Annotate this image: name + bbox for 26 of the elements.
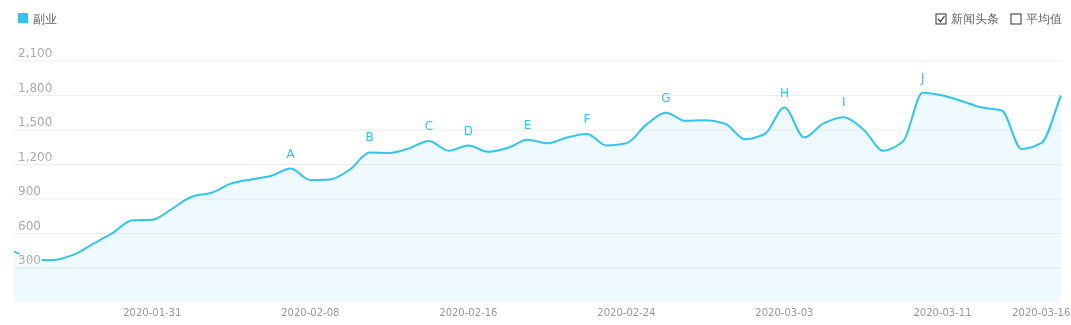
x-tick-label: 2020-02-24 [597, 307, 656, 318]
annotation: D [463, 123, 473, 138]
annotation: G [661, 90, 671, 105]
x-tick-label: 2020-02-16 [439, 307, 498, 318]
annotation: I [841, 95, 846, 110]
x-tick-label: 2020-02-08 [281, 307, 340, 318]
x-tick-label: 2020-01-31 [123, 307, 182, 318]
x-tick-label: 2020-03-03 [755, 307, 814, 318]
y-tick-label: 900 [18, 184, 41, 198]
y-tick-label: 1,500 [18, 115, 53, 129]
annotation: H [779, 85, 789, 100]
y-tick-label: 1,800 [18, 80, 53, 95]
annotation: B [365, 130, 374, 145]
text: 平均值 [1026, 12, 1062, 26]
annotation: J [919, 70, 925, 85]
legend-label: 副业 [33, 11, 57, 26]
annotation: A [286, 146, 296, 161]
annotation: E [523, 117, 532, 132]
annotation: F [583, 112, 591, 127]
y-tick-label: 1,200 [18, 149, 53, 164]
y-tick-label: 2,100 [18, 46, 53, 60]
x-tick-label: 2020-03-16 [1012, 307, 1071, 318]
x-tick-label: 2020-03-11 [913, 307, 972, 318]
text: 新闻头条 [951, 12, 999, 26]
y-tick-label: 600 [18, 218, 41, 233]
annotation: C [424, 118, 434, 133]
